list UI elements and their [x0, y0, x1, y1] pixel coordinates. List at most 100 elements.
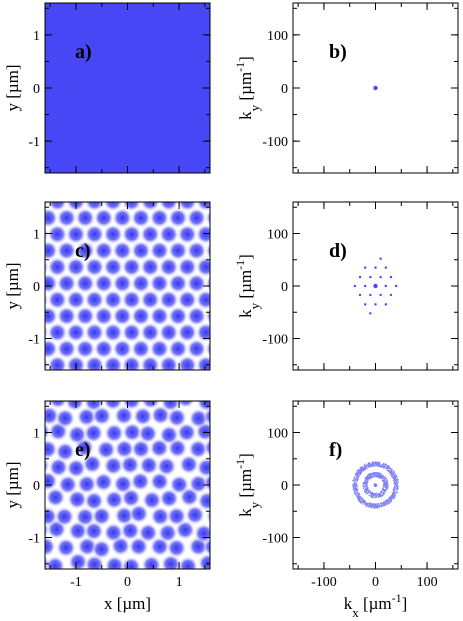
k-ring-point	[355, 477, 357, 479]
density-peak	[160, 401, 181, 413]
k-ring-point	[382, 503, 384, 505]
density-peak	[158, 202, 179, 212]
ytick-label: 100	[267, 228, 288, 243]
density-peak	[121, 256, 142, 278]
k-ring-point	[376, 475, 379, 477]
density-peak	[186, 305, 207, 327]
k-ring-point	[374, 504, 376, 506]
k-ring-point	[382, 466, 385, 468]
k-ring-point	[390, 470, 393, 472]
k-ring-point	[366, 489, 368, 491]
k-ring-point	[391, 472, 393, 475]
k-ring-point	[355, 480, 357, 482]
density-peak	[93, 471, 114, 493]
density-peak	[130, 471, 151, 492]
density-peak	[131, 175, 151, 195]
density-peak	[204, 274, 210, 293]
k-ring-point	[374, 506, 376, 509]
k-ring-point	[377, 506, 379, 509]
k-ring-point	[397, 482, 399, 484]
k-ring-point	[393, 486, 395, 488]
density-peak	[67, 551, 89, 569]
density-peak	[65, 458, 87, 479]
density-peak	[46, 568, 51, 569]
density-peak	[167, 338, 189, 360]
k-ring-point	[367, 465, 369, 467]
k-ring-point	[383, 464, 385, 466]
k-ring-point	[363, 464, 366, 466]
k-ring-point	[397, 486, 399, 488]
density-peak	[204, 209, 210, 227]
k-ring-point	[357, 476, 359, 479]
density-peak	[64, 401, 85, 412]
k-ring-point	[357, 473, 359, 475]
density-peak	[84, 202, 105, 212]
k-ring-point	[364, 483, 366, 485]
k-ring-point	[366, 477, 369, 479]
density-peak	[38, 175, 58, 195]
k-ring-point	[367, 463, 370, 465]
density-peak	[166, 407, 188, 428]
k-ring-point	[365, 500, 367, 503]
density-peak	[137, 522, 159, 544]
density-peak	[188, 473, 209, 495]
k-ring-point	[388, 465, 390, 468]
density-peak	[215, 523, 235, 543]
k-peak	[389, 275, 393, 279]
k-ring-point	[367, 490, 369, 492]
density-peak	[93, 240, 114, 261]
k-ring-point	[369, 474, 372, 476]
density-peak	[177, 556, 199, 569]
k-ring-point	[368, 492, 370, 494]
k-ring-point	[368, 478, 371, 480]
k-ring-point	[368, 466, 370, 469]
density-peak	[38, 371, 58, 391]
k-ring-point	[354, 488, 356, 490]
density-peak	[177, 289, 198, 310]
k-ring-point	[369, 473, 371, 475]
density-peak	[112, 473, 134, 495]
k-ring-point	[384, 465, 386, 468]
k-ring-point	[358, 497, 361, 499]
density-peak	[83, 401, 104, 413]
k-ring-point	[362, 469, 364, 471]
density-peak	[138, 455, 160, 476]
k-ring-point	[383, 501, 385, 503]
k-ring-point	[387, 503, 389, 505]
k-ring-point	[379, 496, 381, 498]
density-peak	[168, 371, 188, 391]
k-ring-point	[390, 496, 392, 499]
density-peak	[82, 453, 103, 475]
density-peak	[83, 422, 104, 444]
k-ring-point	[383, 502, 385, 505]
k-ring-point	[368, 464, 370, 466]
k-peak	[373, 85, 378, 91]
k-ring-point	[367, 491, 369, 494]
density-peak	[103, 489, 125, 510]
k-ring-point	[356, 494, 358, 497]
k-ring-point	[364, 480, 367, 482]
density-peak	[112, 240, 133, 261]
k-ring-point	[362, 482, 365, 484]
k-ring-point	[357, 496, 360, 498]
k-ring-point	[358, 492, 360, 494]
k-ring-point	[354, 474, 357, 476]
k-ring-point	[392, 470, 394, 472]
density-peak	[214, 355, 234, 375]
k-ring-point	[382, 475, 384, 477]
k-ring-point	[359, 494, 361, 496]
density-peak	[187, 438, 209, 460]
density-peak	[47, 256, 68, 278]
density-peak	[166, 537, 187, 559]
density-peak	[114, 376, 134, 396]
k-ring-point	[376, 463, 378, 465]
k-ring-point	[355, 492, 357, 494]
k-ring-point	[367, 479, 369, 482]
k-ring-point	[359, 466, 361, 469]
k-peak	[384, 303, 388, 306]
density-peak	[130, 273, 152, 294]
k-ring-point	[380, 465, 382, 467]
panel-d: -100 0 100 ky [µm-1] d)	[233, 201, 459, 371]
k-ring-point	[368, 505, 370, 507]
density-peak	[149, 273, 170, 294]
